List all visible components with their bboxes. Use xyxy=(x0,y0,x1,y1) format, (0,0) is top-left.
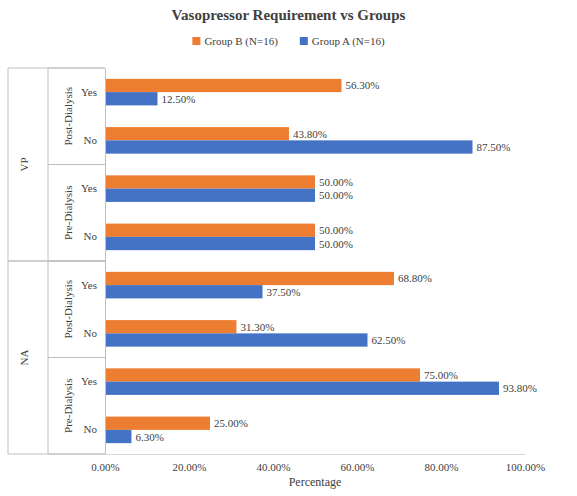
y-tick: Yes xyxy=(81,279,105,291)
bar xyxy=(105,175,315,188)
data-label: 50.00% xyxy=(319,189,353,201)
bar xyxy=(105,333,368,346)
x-tick: 80.00% xyxy=(425,454,459,473)
y-tick-label: Yes xyxy=(81,182,97,194)
bar xyxy=(105,417,210,430)
bar xyxy=(105,272,394,285)
legend-swatch xyxy=(192,37,200,45)
data-label: 56.30% xyxy=(345,79,379,91)
legend-label: Group B (N=16) xyxy=(204,35,278,48)
bar xyxy=(105,189,315,202)
category-separator xyxy=(8,261,105,262)
x-tick: 60.00% xyxy=(341,454,375,473)
legend: Group B (N=16) Group A (N=16) xyxy=(192,35,385,48)
y-tick: No xyxy=(84,327,105,339)
data-label: 43.80% xyxy=(293,128,327,140)
bar xyxy=(105,140,473,153)
legend-item: Group B (N=16) xyxy=(192,35,278,48)
category-group-label: Post-Dialysis xyxy=(62,280,74,339)
y-tick: Yes xyxy=(81,182,105,194)
x-axis-line xyxy=(106,454,526,455)
legend-label: Group A (N=16) xyxy=(312,35,385,48)
data-label: 68.80% xyxy=(398,272,432,284)
category-separator xyxy=(48,164,105,165)
y-tick: Yes xyxy=(81,375,105,387)
y-tick-label: No xyxy=(84,134,98,146)
y-tick-label: Yes xyxy=(81,86,97,98)
data-label: 75.00% xyxy=(424,369,458,381)
x-tick-label: 80.00% xyxy=(425,461,459,473)
category-separator xyxy=(48,164,105,165)
bar xyxy=(105,237,315,250)
category-group-label: NA xyxy=(18,350,30,366)
y-axis-line xyxy=(105,69,106,455)
data-label: 50.00% xyxy=(319,176,353,188)
category-group-label: VP xyxy=(18,157,30,171)
chart: Vasopressor Requirement vs Groups Group B… xyxy=(0,0,577,496)
category-group-label: Pre-Dialysis xyxy=(62,186,74,240)
x-tick: 40.00% xyxy=(257,454,291,473)
y-tick-label: No xyxy=(84,423,98,435)
x-tick: 100.00% xyxy=(506,454,545,473)
y-tick-label: Yes xyxy=(81,375,97,387)
data-label: 50.00% xyxy=(319,224,353,236)
x-tick-label: 100.00% xyxy=(506,461,545,473)
x-tick-label: 0.00% xyxy=(91,461,119,473)
data-label: 87.50% xyxy=(477,141,511,153)
category-separator xyxy=(48,68,105,69)
bar xyxy=(105,127,289,140)
x-tick: 20.00% xyxy=(173,454,207,473)
y-tick-label: No xyxy=(84,230,98,242)
y-tick: No xyxy=(84,423,105,435)
y-tick: No xyxy=(84,134,105,146)
category-separator xyxy=(48,357,105,358)
x-tick-label: 40.00% xyxy=(257,461,291,473)
y-tick: No xyxy=(84,230,105,242)
x-tick-label: 60.00% xyxy=(341,461,375,473)
bar xyxy=(105,368,420,381)
category-separator xyxy=(8,261,105,262)
data-label: 93.80% xyxy=(503,382,537,394)
x-axis: 0.00% 20.00% 40.00% 60.00% 80.00% 100.00% xyxy=(91,454,545,473)
bar xyxy=(105,430,131,443)
category-groups: VP NA Post-Dialysis Pre-Dialysis Post-Dialys… xyxy=(8,68,105,454)
x-tick-label: 20.00% xyxy=(173,461,207,473)
category-separator xyxy=(48,357,105,358)
category-separator xyxy=(48,261,105,262)
bar xyxy=(105,92,158,105)
x-tick: 0.00% xyxy=(91,454,119,473)
data-label: 37.50% xyxy=(267,286,301,298)
data-labels: 56.30%43.80%50.00%50.00%68.80%31.30%75.0… xyxy=(135,79,536,442)
x-axis-title: Percentage xyxy=(289,475,342,489)
y-tick-label: No xyxy=(84,327,98,339)
category-group-label: Post-Dialysis xyxy=(62,87,74,146)
data-label: 31.30% xyxy=(240,321,274,333)
bar xyxy=(105,224,315,237)
legend-swatch xyxy=(300,37,308,45)
category-separator xyxy=(48,454,105,455)
bar xyxy=(105,382,499,395)
category-separator xyxy=(8,454,105,455)
bars xyxy=(105,79,499,443)
category-separator xyxy=(48,261,105,262)
data-label: 62.50% xyxy=(372,334,406,346)
category-group-label: Pre-Dialysis xyxy=(62,379,74,433)
data-label: 6.30% xyxy=(135,431,163,443)
legend-item: Group A (N=16) xyxy=(300,35,385,48)
category-separator xyxy=(8,68,105,69)
bar xyxy=(105,79,341,92)
y-tick: Yes xyxy=(81,86,105,98)
y-tick-label: Yes xyxy=(81,279,97,291)
data-label: 50.00% xyxy=(319,238,353,250)
title: Vasopressor Requirement vs Groups xyxy=(172,7,406,23)
data-label: 12.50% xyxy=(162,93,196,105)
data-label: 25.00% xyxy=(214,417,248,429)
bar xyxy=(105,320,236,333)
bar xyxy=(105,285,263,298)
